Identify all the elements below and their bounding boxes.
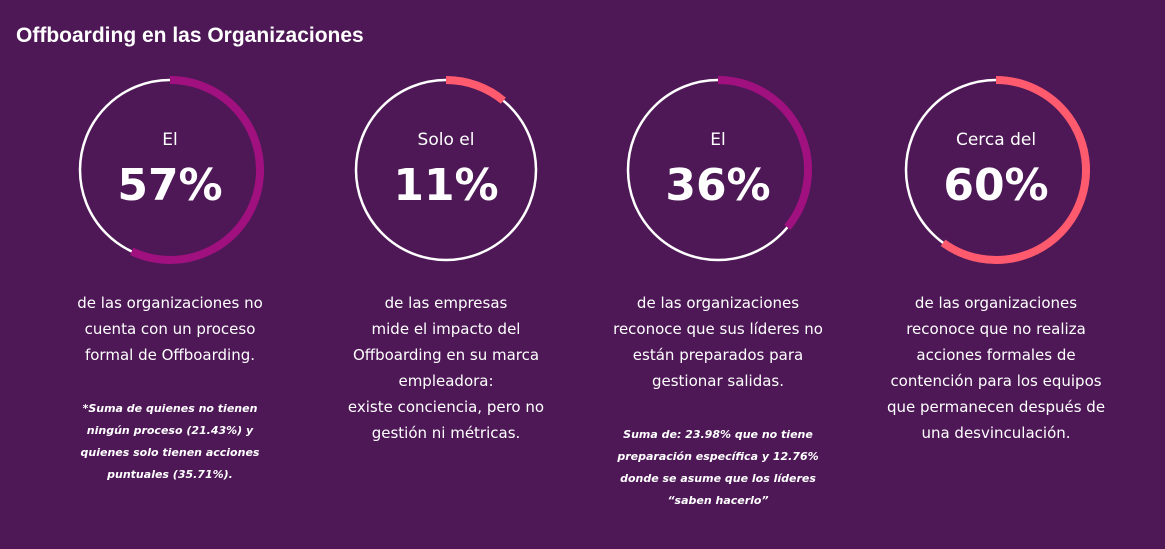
desc-line: de las empresas [384, 294, 508, 312]
stat-card-3: El 36% de las organizaciones reconoce qu… [582, 70, 854, 512]
stat-card-1: El 57% de las organizaciones no cuenta c… [34, 70, 306, 486]
donut-progress-arc [445, 76, 506, 104]
stat-value: 11% [393, 160, 499, 211]
desc-line: una desvinculación. [921, 424, 1071, 442]
donut-chart: El 36% [618, 70, 818, 270]
page-title: Offboarding en las Organizaciones [16, 24, 364, 47]
donut-progress-arc [940, 76, 1090, 264]
desc-line: de las organizaciones [914, 294, 1078, 312]
desc-line: reconoce que no realiza [906, 320, 1086, 338]
desc-line: están preparados para [632, 346, 804, 364]
desc-line: existe conciencia, pero no [347, 398, 545, 416]
desc-line: cuenta con un proceso [84, 320, 256, 338]
donut-chart: Cerca del 60% [896, 70, 1096, 270]
stat-description: de las organizaciones reconoce que sus l… [588, 290, 848, 394]
donut-svg [904, 76, 1090, 264]
stat-value: 36% [665, 160, 771, 211]
desc-line: gestionar salidas. [651, 372, 785, 390]
stat-prefix: El [162, 130, 178, 150]
note-line: donde se asume que los líderes [620, 472, 816, 485]
donut-chart: El 57% [70, 70, 270, 270]
desc-line: gestión ni métricas. [371, 424, 521, 442]
stat-description: de las empresas mide el impacto del Offb… [316, 290, 576, 446]
stat-description: de las organizaciones no cuenta con un p… [40, 290, 300, 368]
donut-svg [626, 76, 813, 262]
stat-footnote: *Suma de quienes no tienen ningún proces… [50, 398, 290, 486]
note-line: quienes solo tienen acciones [80, 446, 260, 459]
desc-line: reconoce que sus líderes no [613, 320, 823, 338]
donut-progress-arc [717, 76, 813, 230]
stat-prefix: El [710, 130, 726, 150]
stat-footnote: Suma de: 23.98% que no tiene preparación… [598, 424, 838, 512]
desc-line: de las organizaciones [636, 294, 800, 312]
desc-line: acciones formales de [916, 346, 1076, 364]
note-line: ningún proceso (21.43%) y [86, 424, 254, 437]
note-line: “saben hacerlo” [667, 494, 769, 507]
note-line: preparación específica y 12.76% [617, 450, 819, 463]
donut-chart: Solo el 11% [346, 70, 546, 270]
stat-description: de las organizaciones reconoce que no re… [866, 290, 1126, 446]
note-line: puntuales (35.71%). [107, 468, 233, 481]
stat-card-2: Solo el 11% de las empresas mide el impa… [310, 70, 582, 446]
desc-line: de las organizaciones no [77, 294, 263, 312]
stat-card-4: Cerca del 60% de las organizaciones reco… [860, 70, 1132, 446]
note-line: Suma de: 23.98% que no tiene [623, 428, 813, 441]
donut-svg [354, 76, 538, 262]
desc-line: mide el impacto del [371, 320, 521, 338]
desc-line: que permanecen después de [886, 398, 1106, 416]
note-line: *Suma de quienes no tienen [82, 402, 258, 415]
desc-line: formal de Offboarding. [84, 346, 256, 364]
donut-progress-arc [129, 76, 265, 264]
desc-line: contención para los equipos [890, 372, 1102, 390]
stat-prefix: Cerca del [955, 130, 1037, 150]
stat-value: 57% [117, 160, 223, 211]
desc-line: Offboarding en su marca [352, 346, 540, 364]
stat-prefix: Solo el [417, 130, 475, 150]
stat-value: 60% [943, 160, 1049, 211]
donut-svg [78, 76, 265, 264]
desc-line: empleadora: [398, 372, 494, 390]
